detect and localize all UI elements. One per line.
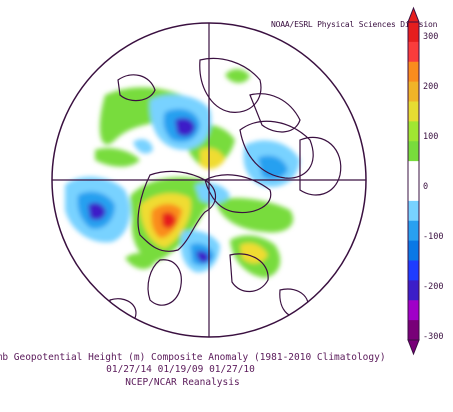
anomaly-field xyxy=(65,69,300,278)
colorbar-swatch xyxy=(408,141,419,162)
colorbar-tick-label: 100 xyxy=(423,132,438,142)
colorbar-swatch xyxy=(408,22,419,43)
colorbar-tick-label: 200 xyxy=(423,82,438,92)
colorbar-swatch xyxy=(408,101,419,122)
colorbar-swatch xyxy=(408,181,419,202)
map-caption-title: 500mb Geopotential Height (m) Composite … xyxy=(0,352,386,363)
colorbar-swatch xyxy=(408,200,419,222)
colorbar: 300 200 100 0 -100 -200 -300 xyxy=(407,6,443,356)
colorbar-swatch xyxy=(408,320,419,341)
colorbar-swatch xyxy=(408,81,419,102)
colorbar-top-arrow xyxy=(407,6,420,23)
map-caption-source: NCEP/NCAR Reanalysis xyxy=(125,377,240,388)
colorbar-tick-label: -200 xyxy=(423,282,443,292)
colorbar-swatch xyxy=(408,41,419,63)
colorbar-tick-label: 0 xyxy=(423,182,428,192)
colorbar-swatch xyxy=(408,240,419,261)
colorbar-tick-label: 300 xyxy=(423,32,438,42)
colorbar-swatch xyxy=(408,300,419,321)
colorbar-swatch xyxy=(408,61,419,83)
colorbar-swatch xyxy=(408,220,419,242)
globe-outline xyxy=(51,22,367,338)
colorbar-swatch xyxy=(408,260,419,281)
colorbar-tick-label: -100 xyxy=(423,232,443,242)
colorbar-swatch xyxy=(408,161,419,182)
colorbar-bottom-arrow xyxy=(407,339,420,356)
colorbar-swatch xyxy=(408,121,419,142)
credit-text: NOAA/ESRL Physical Sciences Division xyxy=(271,20,438,29)
colorbar-tick-label: -300 xyxy=(423,332,443,342)
map-caption-dates: 01/27/14 01/19/09 01/27/10 xyxy=(106,364,255,375)
polar-map xyxy=(51,22,367,338)
colorbar-swatch xyxy=(408,280,419,301)
coastlines xyxy=(109,57,342,322)
